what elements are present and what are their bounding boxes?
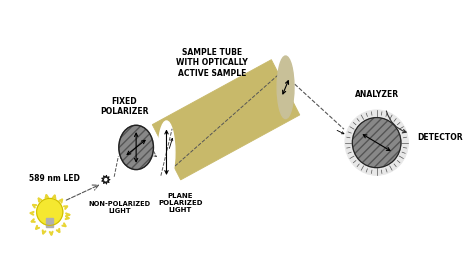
Text: 589 nm LED: 589 nm LED: [29, 173, 80, 182]
Ellipse shape: [277, 56, 294, 119]
Text: PLANE
POLARIZED
LIGHT: PLANE POLARIZED LIGHT: [158, 193, 203, 213]
Text: SAMPLE TUBE
WITH OPTICALLY
ACTIVE SAMPLE: SAMPLE TUBE WITH OPTICALLY ACTIVE SAMPLE: [176, 48, 248, 78]
Bar: [46, 218, 54, 227]
Circle shape: [36, 198, 63, 225]
Ellipse shape: [158, 121, 175, 184]
Polygon shape: [152, 60, 300, 180]
Text: NON-POLARIZED
LIGHT: NON-POLARIZED LIGHT: [89, 201, 151, 214]
Ellipse shape: [119, 125, 154, 169]
Circle shape: [345, 110, 409, 175]
Text: DETECTOR: DETECTOR: [417, 133, 463, 142]
Text: FIXED
POLARIZER: FIXED POLARIZER: [100, 97, 149, 116]
Text: ANALYZER: ANALYZER: [355, 90, 399, 99]
Circle shape: [352, 118, 401, 168]
